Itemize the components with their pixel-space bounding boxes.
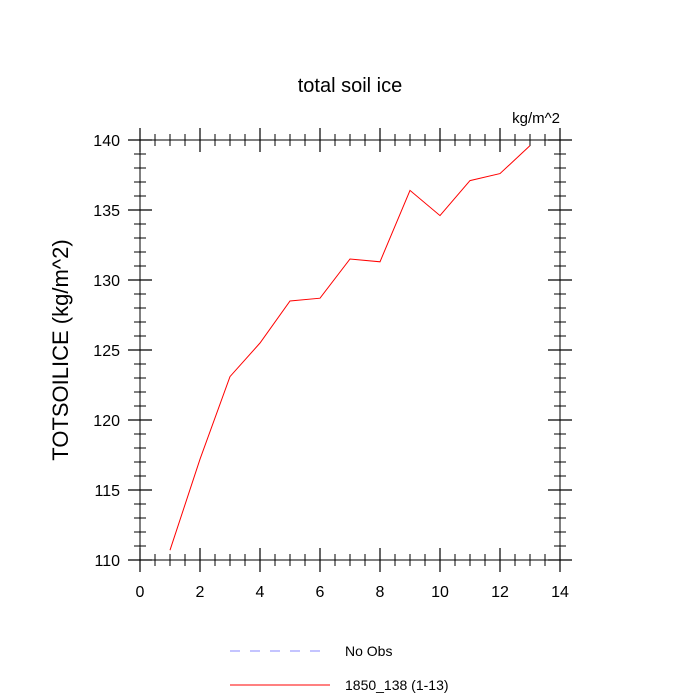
y-tick-label: 110 [94, 553, 120, 570]
x-tick-label: 0 [136, 584, 145, 601]
chart-title: total soil ice [298, 75, 403, 97]
y-tick-label: 140 [93, 133, 120, 150]
x-tick-label: 4 [256, 584, 265, 601]
y-tick-label: 125 [93, 343, 120, 360]
legend-label-no-obs: No Obs [345, 643, 392, 659]
major-ticks [128, 128, 572, 572]
tick-labels: 0 2 4 6 8 10 12 14 110 115 120 125 130 135 140 [93, 133, 569, 601]
x-tick-label: 14 [551, 584, 569, 601]
y-tick-label: 130 [93, 273, 120, 290]
y-axis-label: TOTSOILICE (kg/m^2) [48, 239, 73, 460]
x-tick-label: 10 [431, 584, 449, 601]
x-tick-label: 6 [316, 584, 325, 601]
x-tick-label: 12 [491, 584, 509, 601]
units-label: kg/m^2 [512, 110, 560, 127]
x-tick-label: 2 [196, 584, 205, 601]
x-tick-label: 8 [376, 584, 385, 601]
legend-label-1850-138: 1850_138 (1-13) [345, 677, 449, 693]
minor-ticks [134, 134, 566, 566]
series-line [169, 145, 531, 551]
y-tick-label: 135 [93, 203, 120, 220]
y-tick-label: 120 [93, 413, 120, 430]
plot-frame [139, 139, 561, 561]
y-tick-label: 115 [94, 483, 120, 500]
series-layer [169, 145, 531, 551]
legend: No Obs 1850_138 (1-13) [230, 643, 449, 693]
